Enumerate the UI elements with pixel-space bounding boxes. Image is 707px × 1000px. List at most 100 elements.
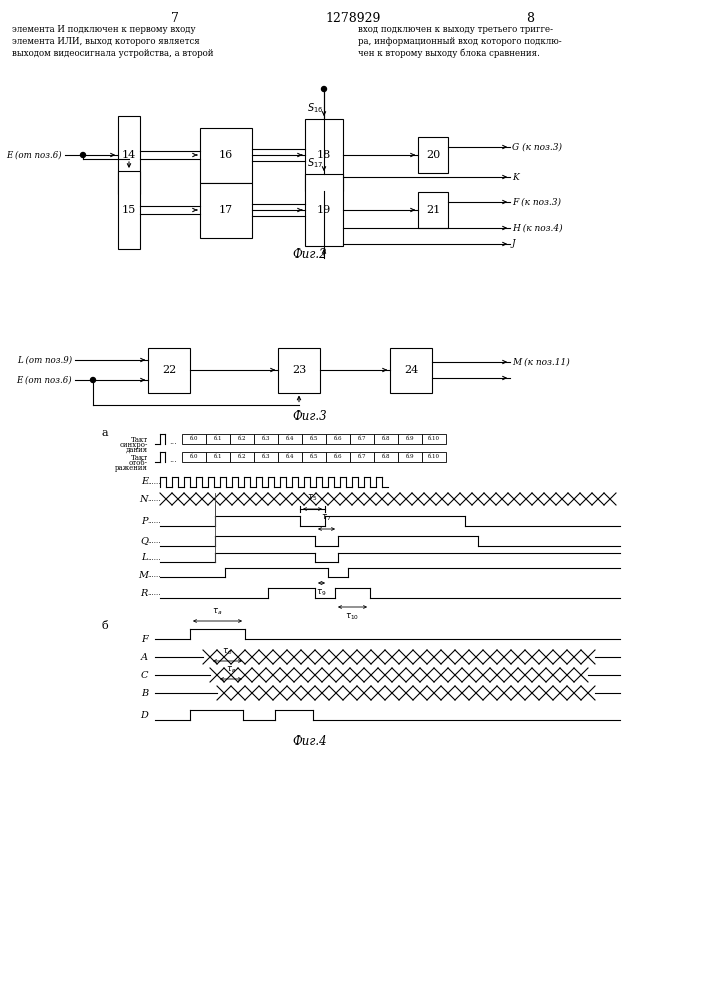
Circle shape — [322, 87, 327, 92]
Bar — [350, 452, 374, 462]
Bar — [254, 452, 278, 462]
Text: б.9: б.9 — [406, 436, 414, 442]
Text: б.8: б.8 — [382, 454, 390, 460]
Text: 24: 24 — [404, 365, 418, 375]
Text: б.4: б.4 — [286, 436, 294, 442]
Bar — [398, 434, 422, 444]
Bar — [390, 348, 432, 392]
Text: 17: 17 — [219, 205, 233, 215]
Text: C: C — [141, 670, 148, 680]
Bar — [182, 452, 206, 462]
Text: 23: 23 — [292, 365, 306, 375]
Text: H (к поз.4): H (к поз.4) — [512, 224, 563, 232]
Text: синхро-: синхро- — [119, 441, 148, 449]
Text: $\tau_{10}$: $\tau_{10}$ — [346, 611, 360, 621]
Text: 19: 19 — [317, 205, 331, 215]
Text: E (от поз.6): E (от поз.6) — [6, 150, 62, 159]
Text: б.1: б.1 — [214, 454, 222, 460]
Text: ......: ...... — [147, 479, 160, 485]
Bar — [374, 434, 398, 444]
Text: Фиг.2: Фиг.2 — [293, 248, 327, 261]
Text: $\tau_9$: $\tau_9$ — [316, 587, 327, 597]
Text: б.2: б.2 — [238, 454, 246, 460]
Text: B: B — [141, 688, 148, 698]
Text: 22: 22 — [162, 365, 176, 375]
Bar — [230, 434, 254, 444]
Bar — [148, 348, 190, 392]
Bar — [182, 434, 206, 444]
Text: дания: дания — [126, 446, 148, 454]
Text: ......: ...... — [147, 538, 160, 544]
Text: P: P — [141, 516, 148, 526]
Text: ...: ... — [169, 436, 177, 446]
Text: F (к поз.3): F (к поз.3) — [512, 198, 561, 207]
Text: ......: ...... — [147, 555, 160, 561]
Text: б.9: б.9 — [406, 454, 414, 460]
Bar — [206, 452, 230, 462]
Text: 21: 21 — [426, 205, 440, 215]
Text: M (к поз.11): M (к поз.11) — [512, 358, 570, 366]
Text: ......: ...... — [147, 496, 160, 502]
Text: 18: 18 — [317, 150, 331, 160]
Bar — [326, 434, 350, 444]
Text: отоб-: отоб- — [129, 459, 148, 467]
Text: ...: ... — [169, 454, 177, 464]
Text: 15: 15 — [122, 205, 136, 215]
Text: б.7: б.7 — [358, 454, 366, 460]
Bar — [305, 174, 343, 246]
Bar — [418, 192, 448, 228]
Text: б.2: б.2 — [238, 436, 246, 442]
Text: б.7: б.7 — [358, 436, 366, 442]
Text: F: F — [141, 635, 148, 644]
Bar — [422, 434, 446, 444]
Text: б.10: б.10 — [428, 454, 440, 460]
Text: б.0: б.0 — [189, 436, 198, 442]
Text: $\tau_a$: $\tau_a$ — [212, 606, 223, 617]
Text: б.5: б.5 — [310, 454, 318, 460]
Bar — [398, 452, 422, 462]
Bar — [302, 452, 326, 462]
Bar — [278, 434, 302, 444]
Text: $S_{16}$: $S_{16}$ — [307, 101, 323, 115]
Text: M: M — [138, 570, 148, 580]
Text: Фиг.4: Фиг.4 — [293, 735, 327, 748]
Bar — [418, 137, 448, 173]
Text: 7: 7 — [171, 12, 179, 25]
Text: D: D — [140, 710, 148, 720]
Text: $S_{17}$: $S_{17}$ — [307, 156, 323, 170]
Bar — [278, 348, 320, 392]
Text: б.8: б.8 — [382, 436, 390, 442]
Bar — [230, 452, 254, 462]
Text: б.3: б.3 — [262, 436, 270, 442]
Text: Такт: Такт — [131, 454, 148, 462]
Bar — [302, 434, 326, 444]
Bar — [278, 452, 302, 462]
Text: ......: ...... — [147, 590, 160, 596]
Text: ......: ...... — [147, 518, 160, 524]
Text: элемента И подключен к первому входу
элемента ИЛИ, выход которого является
выход: элемента И подключен к первому входу эле… — [12, 25, 214, 58]
Text: 20: 20 — [426, 150, 440, 160]
Text: L (от поз.9): L (от поз.9) — [17, 356, 72, 364]
Text: $\tau_в$: $\tau_в$ — [226, 664, 236, 675]
Text: $\tau_б$: $\tau_б$ — [222, 647, 233, 657]
Bar — [422, 452, 446, 462]
Bar — [118, 116, 140, 194]
Text: L: L — [141, 552, 148, 562]
Bar — [200, 127, 252, 182]
Circle shape — [81, 152, 86, 157]
Text: A: A — [141, 652, 148, 662]
Bar — [350, 434, 374, 444]
Circle shape — [90, 377, 95, 382]
Bar — [374, 452, 398, 462]
Text: б.5: б.5 — [310, 436, 318, 442]
Text: 16: 16 — [219, 150, 233, 160]
Text: 14: 14 — [122, 150, 136, 160]
Text: б.3: б.3 — [262, 454, 270, 460]
Text: G (к поз.3): G (к поз.3) — [512, 142, 562, 151]
Text: ражения: ражения — [115, 464, 148, 472]
Text: R: R — [141, 588, 148, 597]
Text: K: K — [512, 172, 519, 182]
Text: N: N — [139, 494, 148, 504]
Text: E: E — [141, 478, 148, 487]
Text: a: a — [102, 428, 108, 438]
